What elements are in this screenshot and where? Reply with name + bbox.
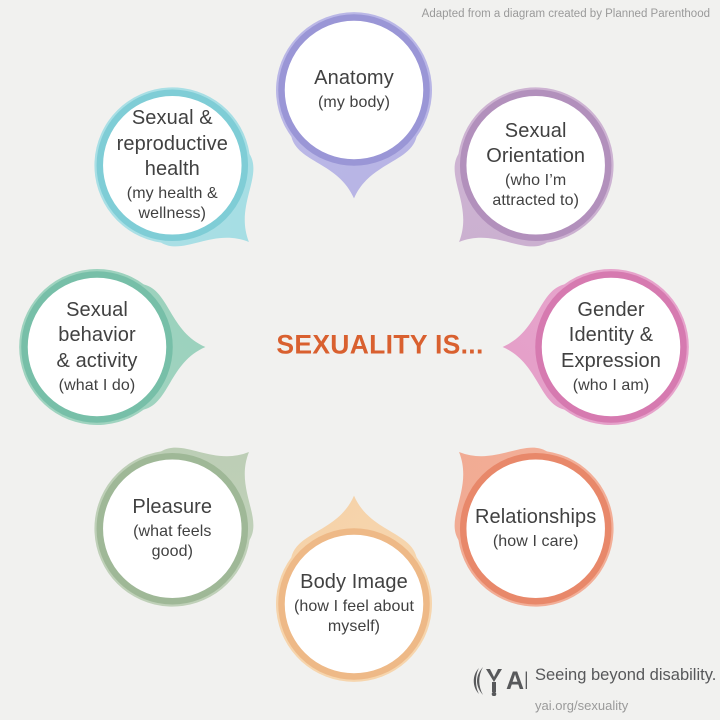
svg-text:AI: AI <box>506 667 527 695</box>
